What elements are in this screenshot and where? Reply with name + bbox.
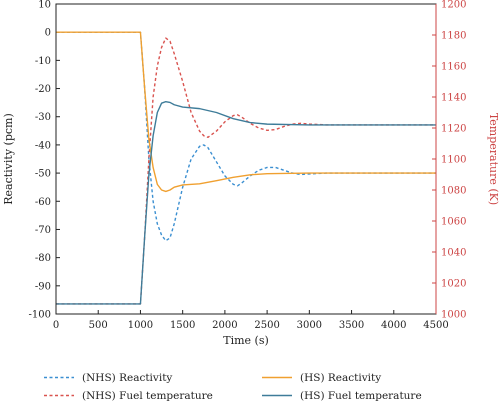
legend-label-hs-reactivity: (HS) Reactivity <box>300 372 381 384</box>
left-tick-label: -60 <box>35 197 51 208</box>
legend-label-nhs-reactivity: (NHS) Reactivity <box>82 372 172 384</box>
x-tick-label: 2500 <box>254 320 279 331</box>
right-tick-label: 1000 <box>441 310 466 321</box>
right-tick-label: 1160 <box>441 62 466 73</box>
legend-entry-nhs-reactivity: (NHS) Reactivity <box>44 372 172 384</box>
left-axis-title: Reactivity (pcm) <box>2 113 15 205</box>
x-tick-label: 0 <box>53 320 59 331</box>
series-line-nhs-fuel-temperature <box>56 37 436 305</box>
right-axis-title: Temperature (K) <box>487 113 500 205</box>
series-line-nhs-reactivity <box>56 31 436 242</box>
left-tick-label: -10 <box>35 56 51 67</box>
right-tick-label: 1180 <box>441 31 466 42</box>
right-tick-label: 1120 <box>441 124 466 135</box>
plot-frame <box>55 3 437 315</box>
x-axis-ticks: 0 500 1000 1500 2000 2500 3000 3500 4000 4500 <box>53 310 449 331</box>
right-tick-label: 1060 <box>441 217 466 228</box>
x-tick-label: 4000 <box>381 320 406 331</box>
left-tick-label: -100 <box>29 310 51 321</box>
left-tick-label: -70 <box>35 225 51 236</box>
right-tick-label: 1200 <box>441 0 466 11</box>
x-tick-label: 1500 <box>170 320 195 331</box>
x-tick-label: 3000 <box>297 320 322 331</box>
right-tick-label: 1100 <box>441 155 466 166</box>
x-tick-label: 4500 <box>423 320 448 331</box>
x-axis-title: Time (s) <box>223 334 269 347</box>
series-line-hs-fuel-temperature <box>56 100 436 305</box>
legend-entry-hs-fuel-temperature: (HS) Fuel temperature <box>262 390 422 402</box>
left-tick-label: -40 <box>35 140 51 151</box>
left-tick-label: 0 <box>45 28 51 39</box>
x-tick-label: 1000 <box>128 320 153 331</box>
legend: (NHS) Reactivity (HS) Reactivity (NHS) F… <box>44 372 422 402</box>
right-tick-label: 1020 <box>441 279 466 290</box>
legend-label-hs-fuel-temperature: (HS) Fuel temperature <box>300 390 422 402</box>
right-axis-ticks: 1200 1180 1160 1140 1120 1100 1080 1060 1040 1020… <box>432 0 466 321</box>
x-tick-label: 2000 <box>212 320 237 331</box>
x-tick-label: 3500 <box>339 320 364 331</box>
series-line-hs-reactivity <box>56 31 436 193</box>
left-tick-label: -20 <box>35 84 51 95</box>
left-axis-ticks: 10 0 -10 -20 -30 -40 -50 -60 -70 -80 -90 -100 <box>29 0 60 321</box>
right-tick-label: 1040 <box>441 248 466 259</box>
legend-label-nhs-fuel-temperature: (NHS) Fuel temperature <box>82 390 213 402</box>
right-tick-label: 1140 <box>441 93 466 104</box>
left-tick-label: -90 <box>35 281 51 292</box>
legend-entry-hs-reactivity: (HS) Reactivity <box>262 372 381 384</box>
x-tick-label: 500 <box>89 320 108 331</box>
right-tick-label: 1080 <box>441 186 466 197</box>
left-tick-label: -80 <box>35 253 51 264</box>
legend-entry-nhs-fuel-temperature: (NHS) Fuel temperature <box>44 390 213 402</box>
left-tick-label: 10 <box>38 0 51 11</box>
left-tick-label: -50 <box>35 169 51 180</box>
series-group <box>56 31 436 305</box>
left-tick-label: -30 <box>35 112 51 123</box>
